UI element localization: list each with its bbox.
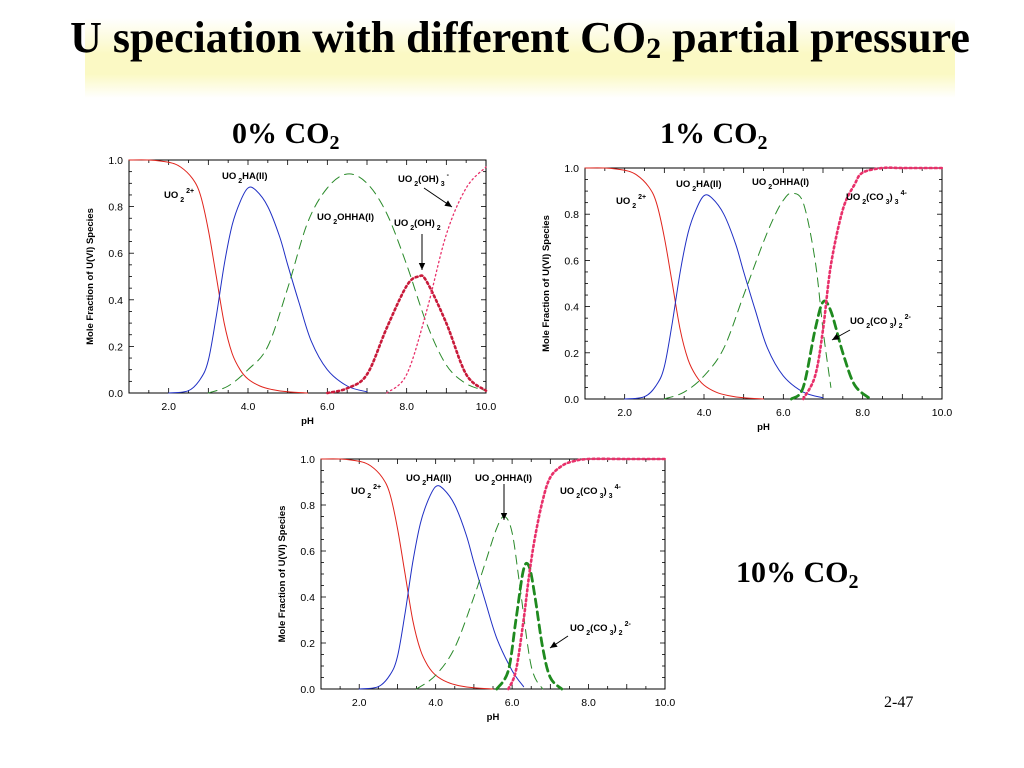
series-label-uo2ohha-i: UO 2OHHA(I) [752,177,809,191]
series-line-uo2-co3-3-4 [801,166,944,401]
x-tick-label: 2.0 [617,407,632,419]
x-tick-label: 10.0 [932,407,953,419]
panel-label-10pct: 10% CO2 [736,556,859,593]
x-tick-label: 6.0 [320,401,335,413]
series-line-uo2ha-ii [168,186,368,394]
y-axis-label: Mole Fraction of U(VI) Species [85,208,96,345]
y-tick-label: 0.0 [564,394,579,406]
x-tick-label: 6.0 [505,697,520,709]
y-tick-label: 0.6 [300,546,315,558]
y-tick-label: 0.8 [300,500,315,512]
series-label-uo2ohha-i: UO 2OHHA(I) [317,212,374,226]
series-line-uo2ohha-i [207,173,487,394]
y-tick-label: 0.6 [108,248,123,260]
series-label-uo2-co3-2-2: UO 2(CO 3) 22- [850,314,911,330]
y-tick-label: 0.0 [300,684,315,696]
x-tick-label: 6.0 [776,407,791,419]
y-tick-label: 0.6 [564,255,579,267]
slide-title: U speciation with different CO2 partial … [70,13,970,65]
series-line-uo2-oh-3 [386,166,487,394]
chart-1pct-co2: 2.0 4.0 6.0 8.0 10.0 0.0 0.2 0.4 0.6 0.8 1.0 pH Mole… [541,163,953,433]
series-line-uo2ohha-i [663,192,832,400]
series-label-uo2-2: UO 22+ [164,188,194,204]
panel-label-1pct: 1% CO2 [660,117,768,154]
y-tick-label: 0.2 [108,341,123,353]
x-axis-label: pH [757,422,770,433]
y-tick-label: 1.0 [108,155,123,167]
y-tick-label: 0.8 [108,202,123,214]
annotation-arrow-head [832,333,840,340]
x-tick-label: 2.0 [352,697,367,709]
y-tick-label: 0.2 [300,638,315,650]
panel-label-0pct: 0% CO2 [232,117,340,154]
chart-0pct-co2: 2.0 4.0 6.0 8.0 10.0 0.0 0.2 0.4 0.6 0.8 1.0 pH Mole… [85,155,497,427]
series-line-uo2-co3-3-4 [507,457,667,691]
series-label-uo2ha-ii: UO 2HA(II) [676,179,721,193]
series-label-uo2ha-ii: UO 2HA(II) [222,171,267,185]
x-tick-label: 8.0 [855,407,870,419]
x-tick-label: 2.0 [161,401,176,413]
annotation-arrow-head [500,513,508,520]
y-tick-label: 0.4 [108,295,123,307]
x-tick-label: 10.0 [476,401,497,413]
plot-frame [128,159,487,394]
x-axis-label: pH [301,416,314,427]
annotation-arrow-head [418,263,426,270]
y-tick-label: 0.0 [108,388,123,400]
series-line-uo2ha-ii [624,194,824,400]
y-tick-label: 1.0 [564,163,579,175]
x-tick-label: 8.0 [581,697,596,709]
series-line-uo2ohha-i [416,515,544,690]
x-tick-label: 8.0 [399,401,414,413]
series-label-uo2-co3-3-4: UO 2(CO 3) 34- [846,190,907,206]
title-highlight-band [85,18,955,98]
series-line-uo2ha-ii [358,485,525,690]
x-tick-label: 4.0 [428,697,443,709]
y-tick-label: 0.2 [564,348,579,360]
y-axis-label: Mole Fraction of U(VI) Species [541,215,552,352]
series-label-uo2-2: UO 22+ [616,194,646,210]
plot-frame [320,458,666,690]
x-tick-label: 10.0 [655,697,676,709]
series-label-uo2-2: UO 22+ [351,484,381,500]
x-axis-label: pH [487,712,500,723]
x-tick-label: 4.0 [697,407,712,419]
y-tick-label: 0.8 [564,209,579,221]
y-axis-label: Mole Fraction of U(VI) Species [277,506,288,643]
series-line-uo2-oh-2 [326,274,488,395]
series-label-uo2ha-ii: UO 2HA(II) [406,473,451,487]
annotation-arrow-head [550,641,558,648]
series-label-uo2-oh-2: UO 2(OH) 2 [394,218,441,232]
series-line-uo2-co3-2-2 [495,561,564,691]
series-label-uo2-co3-2-2: UO 2(CO 3) 22- [570,621,631,637]
series-label-uo2-oh-3: UO 2(OH) 3- [398,172,450,188]
y-tick-label: 1.0 [300,454,315,466]
series-label-uo2ohha-i: UO 2OHHA(I) [475,473,532,487]
y-tick-label: 0.4 [564,302,579,314]
y-tick-label: 0.4 [300,592,315,604]
page-number: 2-47 [884,694,914,711]
series-label-uo2-co3-3-4: UO 2(CO 3) 34- [560,484,621,500]
x-tick-label: 4.0 [241,401,256,413]
annotation-arrow-head [444,200,452,207]
series-line-uo2-2 [320,458,494,690]
series-line-uo2-2 [584,167,764,400]
series-line-uo2-2 [128,159,308,394]
chart-10pct-co2: 2.0 4.0 6.0 8.0 10.0 0.0 0.2 0.4 0.6 0.8 1.0 pH Mole… [277,454,676,723]
